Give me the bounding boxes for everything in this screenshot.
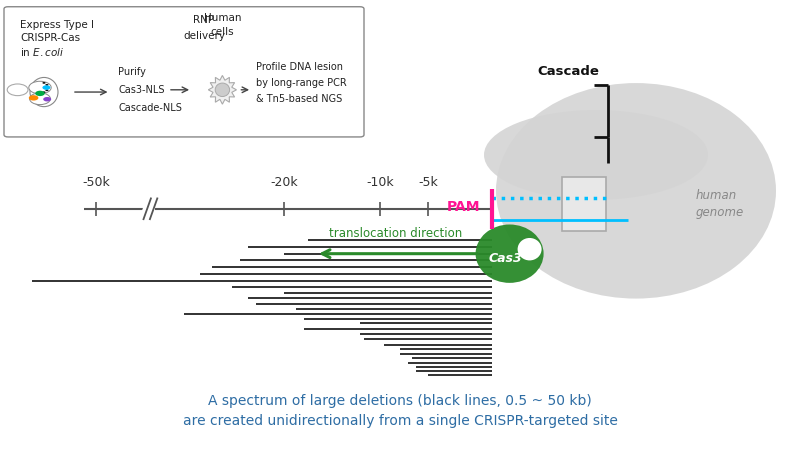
Polygon shape [562, 177, 606, 231]
Text: RNP: RNP [194, 15, 214, 25]
Text: -50k: -50k [82, 176, 110, 189]
Circle shape [42, 91, 46, 93]
Text: Cascade-NLS: Cascade-NLS [118, 103, 182, 113]
Circle shape [42, 82, 46, 84]
FancyBboxPatch shape [4, 7, 364, 137]
Text: A spectrum of large deletions (black lines, 0.5 ~ 50 kb)
are created unidirectio: A spectrum of large deletions (black lin… [182, 393, 618, 428]
Text: PAM: PAM [446, 199, 480, 214]
Text: Cascade: Cascade [537, 66, 599, 78]
Ellipse shape [518, 238, 542, 260]
Text: in $\it{E.coli}$: in $\it{E.coli}$ [20, 46, 64, 57]
Text: Human: Human [204, 13, 241, 23]
Text: & Tn5-based NGS: & Tn5-based NGS [256, 94, 342, 104]
Ellipse shape [30, 77, 58, 106]
Circle shape [42, 85, 50, 90]
Text: Profile DNA lesion: Profile DNA lesion [256, 62, 343, 72]
Text: -20k: -20k [270, 176, 298, 189]
Circle shape [7, 84, 28, 96]
Ellipse shape [484, 110, 708, 200]
Circle shape [38, 92, 42, 94]
Text: translocation direction: translocation direction [330, 227, 462, 240]
Circle shape [30, 93, 50, 105]
Ellipse shape [215, 83, 230, 97]
Circle shape [29, 81, 51, 94]
Text: delivery: delivery [183, 31, 225, 41]
Text: Cas3-NLS: Cas3-NLS [118, 85, 165, 95]
Circle shape [46, 87, 50, 88]
Text: CRISPR-Cas: CRISPR-Cas [20, 33, 80, 43]
Circle shape [46, 84, 49, 86]
Text: human
genome: human genome [696, 189, 744, 219]
Text: Purify: Purify [118, 67, 146, 77]
Circle shape [35, 91, 45, 96]
Text: Express Type I: Express Type I [20, 20, 94, 30]
Circle shape [43, 97, 51, 101]
Text: -5k: -5k [418, 176, 438, 189]
Text: Cas3: Cas3 [489, 252, 522, 264]
Text: cells: cells [210, 27, 234, 37]
Ellipse shape [496, 83, 776, 299]
Circle shape [29, 95, 38, 101]
Text: by long-range PCR: by long-range PCR [256, 78, 346, 88]
Circle shape [46, 89, 49, 91]
Ellipse shape [475, 224, 544, 283]
Polygon shape [208, 75, 237, 104]
Text: -10k: -10k [366, 176, 394, 189]
